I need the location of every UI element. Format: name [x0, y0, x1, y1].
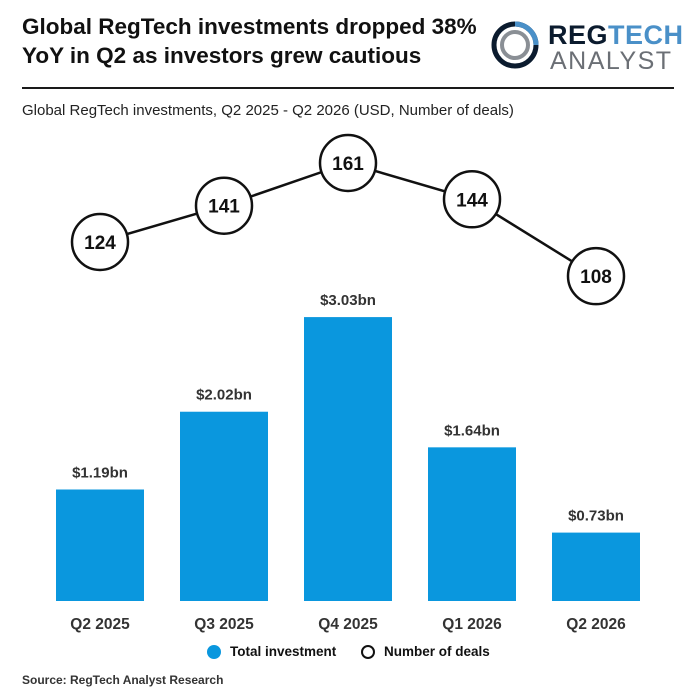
- legend-investment: Total investment: [207, 644, 336, 659]
- deals-point: [70, 212, 130, 272]
- investment-bar: [428, 447, 516, 601]
- deals-value-label: 141: [208, 197, 240, 218]
- category-label: Q2 2025: [70, 616, 130, 633]
- deals-value-label: 144: [456, 190, 488, 211]
- deals-value-label: 108: [580, 267, 612, 288]
- logo-wordmark-bottom: ANALYST: [550, 47, 673, 75]
- category-label: Q3 2025: [194, 616, 254, 633]
- category-label: Q4 2025: [318, 616, 378, 633]
- investment-bar: [180, 411, 268, 601]
- investment-chart: $1.19bn Q2 2025 $2.02bn Q3 2025 $3.03bn Q4 20…: [56, 133, 640, 633]
- bar-value-label: $1.64bn: [444, 422, 500, 439]
- regtech-analyst-logo: REGTECH ANALYST: [490, 14, 683, 76]
- category-label: Q2 2026: [566, 616, 626, 633]
- legend-deals: Number of deals: [361, 644, 490, 659]
- deals-value-label: 124: [84, 233, 116, 254]
- legend-investment-label: Total investment: [230, 644, 337, 659]
- bar-value-label: $3.03bn: [320, 292, 376, 309]
- logo-ring-icon: [491, 21, 539, 69]
- header-divider: [22, 87, 674, 89]
- legend-deals-swatch: [361, 644, 375, 659]
- title-line-2: YoY in Q2 as investors grew cautious: [22, 43, 422, 68]
- investment-bar: [56, 489, 144, 601]
- legend-deals-label: Number of deals: [384, 644, 490, 659]
- chart-subtitle: Global RegTech investments, Q2 2025 - Q2…: [22, 102, 514, 119]
- source-note: Source: RegTech Analyst Research: [22, 673, 224, 687]
- deals-value-label: 161: [332, 154, 364, 175]
- deals-point: [442, 170, 502, 229]
- chart-title: Global RegTech investments dropped 38% Y…: [22, 12, 492, 70]
- bar-value-label: $2.02bn: [196, 387, 252, 404]
- title-line-1: Global RegTech investments dropped 38%: [22, 14, 477, 39]
- legend-investment-swatch: [207, 644, 221, 659]
- logo-wordmark-top: REGTECH: [548, 20, 684, 50]
- deals-point: [318, 133, 378, 193]
- legend: Total investment Number of deals: [0, 644, 696, 664]
- investment-bar: [304, 317, 392, 601]
- deals-point: [566, 246, 626, 306]
- category-label: Q1 2026: [442, 616, 502, 633]
- investment-bar: [552, 532, 640, 601]
- bar-value-label: $1.19bn: [72, 464, 128, 481]
- bar-value-label: $0.73bn: [568, 508, 624, 525]
- deals-point: [194, 176, 254, 235]
